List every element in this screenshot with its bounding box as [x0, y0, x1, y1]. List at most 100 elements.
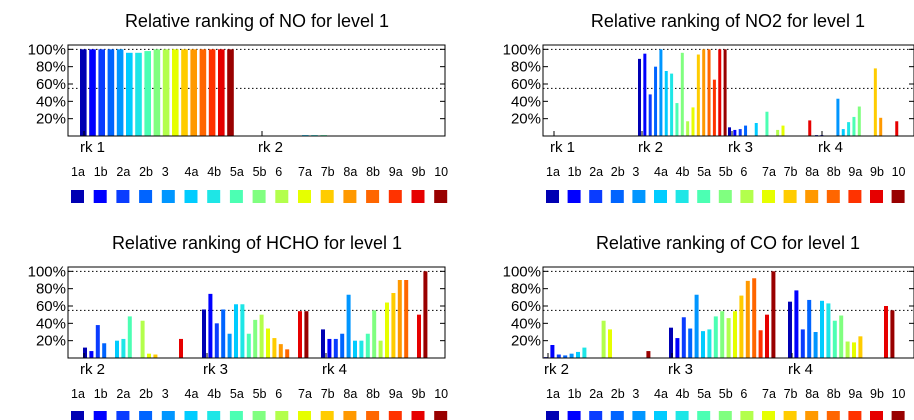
legend-swatch-8b: [366, 411, 380, 420]
bar-10-rk3: [771, 271, 776, 358]
bar-2a-rk1: [98, 49, 105, 136]
legend-label: 9a: [389, 387, 403, 401]
legend-swatch-3: [161, 190, 175, 203]
legend-swatch-10: [434, 190, 448, 203]
legend-swatch-5b: [718, 411, 732, 420]
bar-9a-rk2: [712, 79, 716, 136]
bar-5b-rk4: [372, 310, 377, 358]
legend-swatch-2b: [610, 411, 624, 420]
bar-1b-rk1: [89, 49, 96, 136]
bar-10-rk4: [890, 310, 895, 358]
y-tick-label: 100%: [503, 263, 541, 280]
legend-label: 6: [275, 387, 282, 401]
legend-swatch-4b: [207, 411, 221, 420]
bar-8a-rk1: [190, 49, 197, 136]
bar-9b-rk3: [765, 314, 769, 358]
bar-3-rk3: [227, 333, 232, 358]
plot-frame: [67, 266, 446, 359]
legend-label: 7a: [762, 387, 776, 401]
legend-label: 1a: [546, 387, 560, 401]
legend-label: 2a: [589, 387, 603, 401]
bar-7b-rk2: [153, 354, 158, 358]
legend-swatch-5a: [697, 190, 711, 203]
x-tick-label: rk 2: [544, 361, 569, 378]
legend-swatch-9a: [388, 190, 402, 203]
y-tick-label: 40%: [511, 315, 541, 332]
bar-4b-rk3: [707, 329, 712, 358]
legend-swatch-9a: [848, 411, 862, 420]
bar-10-rk2: [723, 49, 727, 136]
legend-label: 9b: [412, 387, 426, 401]
bar-4a-rk2: [115, 340, 119, 358]
bar-2b-rk2: [563, 355, 568, 358]
bar-8b-rk3: [752, 278, 757, 358]
bar-10-rk2: [646, 351, 651, 358]
bar-4a-rk1: [126, 52, 133, 136]
bar-9b-rk4: [895, 121, 899, 136]
bar-6-rk3: [726, 318, 731, 358]
bar-4a-rk4: [353, 340, 357, 358]
legend-swatch-4b: [207, 190, 221, 203]
legend-swatch-9b: [870, 411, 883, 420]
legend-label: 3: [632, 165, 639, 179]
legend-swatch-5b: [718, 190, 732, 203]
legend-label: 4b: [207, 165, 221, 179]
legend-label: 2b: [139, 165, 153, 179]
plot-frame: [67, 44, 446, 137]
legend-swatch-8a: [805, 411, 819, 420]
legend-label: 7a: [298, 165, 312, 179]
legend-label: 5b: [719, 165, 733, 179]
legend-label: 2a: [116, 165, 130, 179]
y-tick-label: 60%: [36, 76, 66, 93]
chart-title: Relative ranking of CO for level 1: [596, 233, 860, 253]
legend-swatch-8a: [343, 190, 357, 203]
legend-label: 8a: [343, 165, 357, 179]
legend-label: 4a: [185, 165, 199, 179]
legend-swatch-1a: [546, 190, 559, 203]
legend-label: 9a: [848, 387, 862, 401]
legend-swatch-4a: [184, 411, 198, 420]
bar-7a-rk4: [385, 302, 389, 358]
legend-label: 5b: [719, 387, 733, 401]
bar-5a-rk2: [675, 103, 679, 136]
bar-5a-rk3: [765, 111, 769, 136]
legend-swatch-1b: [567, 411, 581, 420]
legend-label: 1b: [94, 165, 108, 179]
legend-label: 6: [740, 165, 747, 179]
legend-swatch-3: [161, 411, 175, 420]
legend-swatch-6: [740, 190, 754, 203]
chart-panel-co: Relative ranking of CO for level 1 100%80…: [503, 233, 914, 420]
legend-swatch-2b: [139, 411, 153, 420]
legend-swatch-4a: [654, 190, 667, 203]
bar-2a-rk3: [681, 317, 686, 358]
legend-label: 9a: [848, 165, 862, 179]
bar-8b-rk2: [707, 49, 711, 136]
bar-2b-rk3: [221, 309, 226, 358]
legend-swatch-1b: [93, 411, 107, 420]
legend-label: 6: [740, 387, 747, 401]
bar-3-rk2: [569, 353, 574, 358]
bar-7a-rk1: [172, 49, 179, 136]
legend-swatch-3: [632, 190, 646, 203]
bar-6-rk2: [601, 320, 606, 358]
bar-2b-rk4: [340, 333, 345, 358]
chart-panel-no: Relative ranking of NO for level 1 100%80…: [28, 11, 448, 203]
legend-label: 7a: [298, 387, 312, 401]
legend-label: 5a: [697, 165, 711, 179]
bar-5b-rk4: [839, 315, 844, 358]
x-tick-label: rk 3: [668, 361, 693, 378]
bar-4a-rk4: [820, 300, 824, 358]
legend-swatch-8a: [805, 190, 819, 203]
bar-3-rk3: [694, 294, 699, 358]
legend-label: 3: [632, 387, 639, 401]
legend-label: 9b: [870, 165, 884, 179]
legend-swatch-10: [891, 190, 905, 203]
legend-swatch-7b: [783, 190, 797, 203]
bar-5a-rk4: [832, 320, 837, 358]
legend-label: 10: [892, 387, 906, 401]
bar-1b-rk2: [643, 53, 647, 136]
bar-1a-rk1: [80, 49, 87, 136]
bar-5a-rk4: [365, 333, 370, 358]
legend-label: 9b: [412, 165, 426, 179]
